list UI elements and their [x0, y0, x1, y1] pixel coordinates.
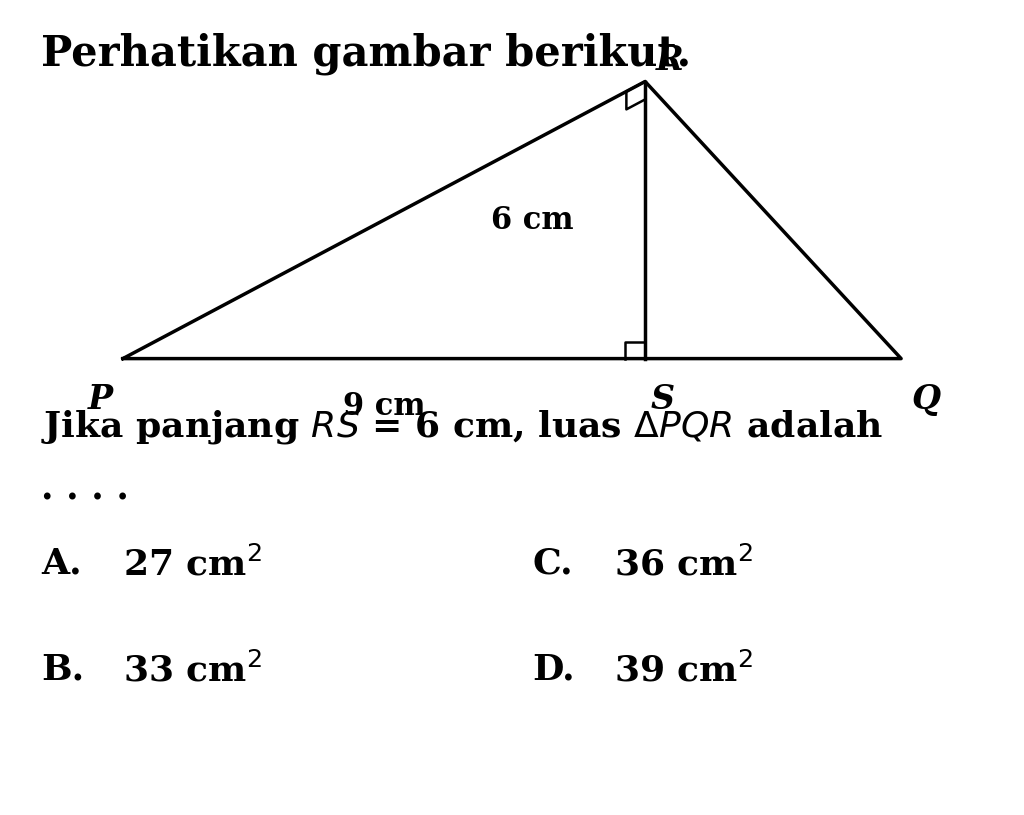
Text: C.: C.	[532, 546, 573, 580]
Text: Perhatikan gambar berikut.: Perhatikan gambar berikut.	[41, 33, 691, 75]
Text: 33 cm$^2$: 33 cm$^2$	[123, 652, 262, 688]
Text: A.: A.	[41, 546, 82, 580]
Text: P: P	[87, 383, 113, 416]
Text: R: R	[655, 45, 683, 77]
Text: S: S	[650, 383, 675, 416]
Text: 6 cm: 6 cm	[490, 205, 573, 236]
Text: 36 cm$^2$: 36 cm$^2$	[614, 546, 754, 582]
Text: D.: D.	[532, 652, 575, 686]
Text: B.: B.	[41, 652, 84, 686]
Text: 9 cm: 9 cm	[343, 391, 425, 422]
Text: 39 cm$^2$: 39 cm$^2$	[614, 652, 754, 688]
Text: 27 cm$^2$: 27 cm$^2$	[123, 546, 262, 582]
Text: Jika panjang $RS$ = 6 cm, luas $\Delta PQR$ adalah: Jika panjang $RS$ = 6 cm, luas $\Delta P…	[41, 408, 883, 446]
Text: . . . .: . . . .	[41, 473, 129, 507]
Text: Q: Q	[911, 383, 940, 416]
